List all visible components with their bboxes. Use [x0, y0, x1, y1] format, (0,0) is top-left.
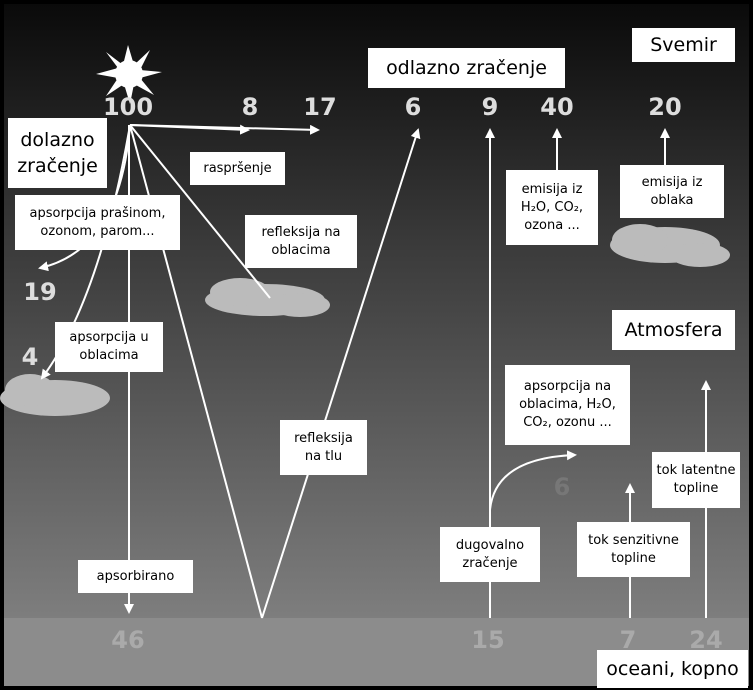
- flux-value: 6: [553, 473, 571, 501]
- flux-value: 20: [648, 93, 682, 121]
- flux-value: 8: [241, 93, 259, 121]
- label-line: tok latentne: [656, 463, 736, 478]
- label-line: refleksija: [294, 430, 353, 446]
- sun: [96, 45, 162, 104]
- label-line: ozona ...: [524, 217, 580, 233]
- label-line: emisija iz: [521, 181, 583, 197]
- label-line: oblacima: [79, 348, 139, 363]
- flux-value: 19: [23, 278, 57, 306]
- label: apsorbirano: [78, 560, 193, 593]
- label-line: H₂O, CO₂,: [520, 199, 584, 215]
- label: dolazno zračenje: [8, 118, 107, 188]
- flux-value: 24: [689, 626, 723, 654]
- region-label: Atmosfera: [612, 310, 735, 350]
- label-line: oblaka: [650, 192, 694, 208]
- flux-value: 9: [481, 93, 499, 121]
- label-line: apsorpcija u: [69, 330, 149, 345]
- label-line: zračenje: [462, 555, 518, 571]
- label-line: refleksija na: [261, 224, 341, 240]
- flux-value: 15: [471, 626, 505, 654]
- label-line: tok senzitivne: [588, 532, 679, 548]
- region-label: oceani, kopno: [597, 650, 748, 688]
- label-line: zračenje: [17, 155, 98, 177]
- flux-value: 4: [21, 343, 39, 371]
- flux-value: 7: [619, 626, 637, 654]
- label: odlazno zračenje: [368, 48, 565, 88]
- label-line: na tlu: [304, 448, 343, 464]
- clouds: [0, 224, 730, 416]
- label: apsorpcija prašinom, ozonom, parom...: [15, 195, 180, 250]
- label-line: emisija iz: [641, 174, 703, 190]
- label-line: ozonom, parom...: [40, 223, 155, 239]
- label-line: oblacima, H₂O,: [519, 397, 616, 412]
- label-line: apsorpcija na: [523, 379, 612, 394]
- label-line: dolazno: [20, 129, 95, 151]
- label-line: CO₂, ozonu ...: [523, 415, 612, 430]
- label-line: apsorpcija prašinom,: [29, 205, 166, 221]
- label-line: dugovalno: [455, 537, 525, 553]
- label: tok senzitivne topline: [577, 522, 690, 577]
- label: raspršenje: [190, 152, 285, 185]
- flux-value: 6: [404, 93, 422, 121]
- label: emisija iz H₂O, CO₂, ozona ...: [506, 170, 598, 245]
- region-label: Svemir: [632, 28, 735, 62]
- label: dugovalno zračenje: [440, 527, 540, 582]
- label: tok latentne topline: [652, 452, 740, 508]
- flux-value: 17: [303, 93, 337, 121]
- label: apsorpcija na oblacima, H₂O, CO₂, ozonu ..…: [505, 365, 630, 445]
- label: refleksija na oblacima: [245, 215, 357, 268]
- label: apsorpcija u oblacima: [55, 322, 163, 372]
- label-line: topline: [673, 481, 719, 496]
- label: emisija iz oblaka: [620, 165, 724, 218]
- flux-value: 100: [102, 93, 154, 121]
- label: refleksija na tlu: [280, 420, 367, 475]
- flux-value: 40: [540, 93, 574, 121]
- flux-value: 46: [111, 626, 145, 654]
- label-line: oblacima: [271, 242, 331, 258]
- label-line: topline: [611, 550, 656, 566]
